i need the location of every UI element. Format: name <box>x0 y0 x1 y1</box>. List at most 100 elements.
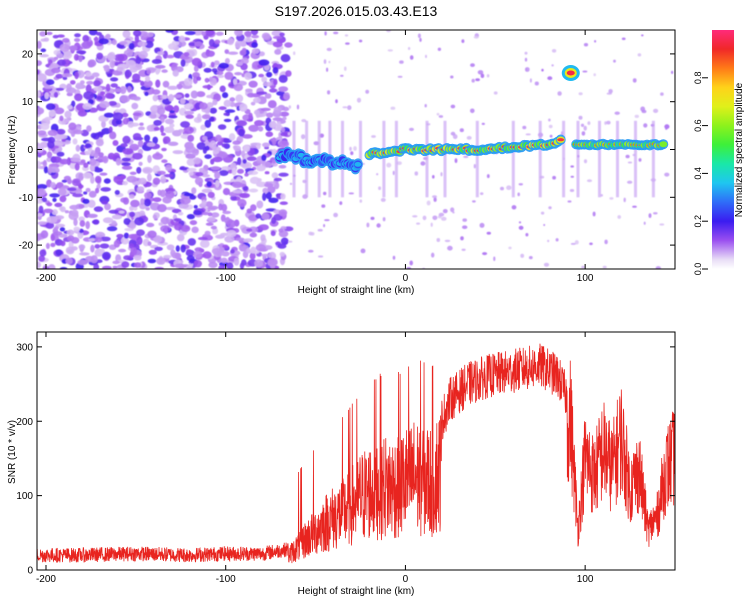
heatmap-cell <box>493 256 496 262</box>
heatmap-cell <box>179 107 187 116</box>
heatmap-cell <box>226 262 234 269</box>
heatmap-cell <box>324 31 327 36</box>
heatmap-cell <box>197 236 208 241</box>
heatmap-cell <box>178 35 186 43</box>
heatmap-cell <box>122 135 131 144</box>
heatmap-cell <box>440 172 443 177</box>
heatmap-cell <box>205 222 214 226</box>
heatmap-cell <box>255 213 262 219</box>
heatmap-cell <box>113 239 121 248</box>
colorbar-tick-label: 0.8 <box>693 72 703 85</box>
heatmap-cell <box>133 262 142 268</box>
heatmap-cell <box>235 94 244 103</box>
heatmap-cell <box>37 184 48 190</box>
heatmap-cell <box>613 59 616 63</box>
heatmap-cell <box>228 133 236 141</box>
heatmap-cell <box>74 163 80 171</box>
heatmap-cell <box>272 137 277 146</box>
heatmap-cell <box>191 226 199 234</box>
heatmap-cell <box>54 226 59 230</box>
heatmap-cell <box>128 42 135 50</box>
heatmap-cell <box>153 126 160 131</box>
heatmap-cell <box>437 47 442 51</box>
heatmap-cell <box>37 60 42 66</box>
heatmap-cell <box>145 207 150 211</box>
snr-x-tick-label: 0 <box>403 574 409 585</box>
heatmap-cell <box>202 251 212 259</box>
heatmap-cell <box>74 188 83 194</box>
heatmap-cell <box>664 124 670 129</box>
heatmap-cell <box>231 167 237 176</box>
heatmap-cell <box>84 150 91 156</box>
heatmap-cell <box>64 118 70 124</box>
heatmap-cell <box>164 118 175 125</box>
heatmap-cell <box>242 185 249 191</box>
heatmap-cell <box>85 255 95 263</box>
heatmap-cell <box>574 240 579 245</box>
heatmap-cell <box>223 112 230 116</box>
heatmap-cell <box>250 101 256 106</box>
heatmap-cell <box>140 198 145 206</box>
heatmap-cell <box>159 125 165 133</box>
heatmap-cell <box>53 91 59 98</box>
heatmap-cell <box>511 205 517 210</box>
heatmap-cell <box>116 233 124 239</box>
heatmap-cell <box>382 217 386 222</box>
heatmap-cell <box>206 94 214 99</box>
heatmap-cell <box>430 222 433 227</box>
heatmap-cell <box>270 230 276 237</box>
heatmap-cell <box>152 136 158 144</box>
heatmap-cell <box>115 158 121 166</box>
heatmap-cell <box>349 146 352 151</box>
heatmap-cell <box>450 207 455 213</box>
heatmap-cell <box>386 30 391 33</box>
heatmap-cell <box>137 41 148 47</box>
heatmap-marks <box>37 30 674 269</box>
heatmap-cell <box>471 78 475 83</box>
heatmap-cell <box>265 131 274 137</box>
heatmap-cell <box>120 236 130 245</box>
heatmap-cell <box>327 90 331 95</box>
heatmap-cell <box>278 172 289 177</box>
heatmap-cell <box>148 249 157 255</box>
heatmap-cell <box>95 31 102 36</box>
heatmap-cell <box>276 121 282 130</box>
heatmap-cell <box>191 57 202 67</box>
heatmap-cell <box>243 145 251 152</box>
heatmap-cell <box>342 106 348 109</box>
heatmap-cell <box>347 105 352 111</box>
heatmap-cell <box>116 66 124 72</box>
heatmap-cell <box>251 34 259 39</box>
heatmap-streak <box>598 120 601 198</box>
heatmap-cell <box>204 154 212 160</box>
heatmap-cell <box>163 174 174 178</box>
heatmap-cell <box>134 217 145 226</box>
heatmap-cell <box>176 233 185 242</box>
heatmap-cell <box>433 197 437 202</box>
heatmap-cell <box>39 54 49 58</box>
heatmap-cell <box>146 142 156 147</box>
heatmap-cell <box>222 210 232 215</box>
heatmap-cell <box>224 109 236 113</box>
heatmap-cell <box>83 91 94 100</box>
heatmap-cell <box>370 216 375 220</box>
heatmap-cell <box>205 201 213 208</box>
heatmap-cell <box>166 54 175 59</box>
heatmap-cell <box>264 93 272 99</box>
heatmap-cell <box>156 51 165 56</box>
heatmap-cell <box>438 212 445 217</box>
heatmap-cell <box>93 263 100 269</box>
heatmap-cell <box>157 204 167 213</box>
heatmap-cell <box>136 229 145 236</box>
heatmap-cell <box>221 251 230 257</box>
heatmap-cell <box>183 193 194 197</box>
heatmap-cell <box>161 147 167 152</box>
heatmap-cell <box>293 51 296 55</box>
heatmap-cell <box>121 157 131 162</box>
heatmap-cell <box>111 39 117 46</box>
heatmap-cell <box>260 253 270 257</box>
heatmap-cell <box>477 70 484 75</box>
heatmap-cell <box>180 244 186 253</box>
snr-x-tick-label: -200 <box>36 574 56 585</box>
heatmap-cell <box>105 83 111 92</box>
